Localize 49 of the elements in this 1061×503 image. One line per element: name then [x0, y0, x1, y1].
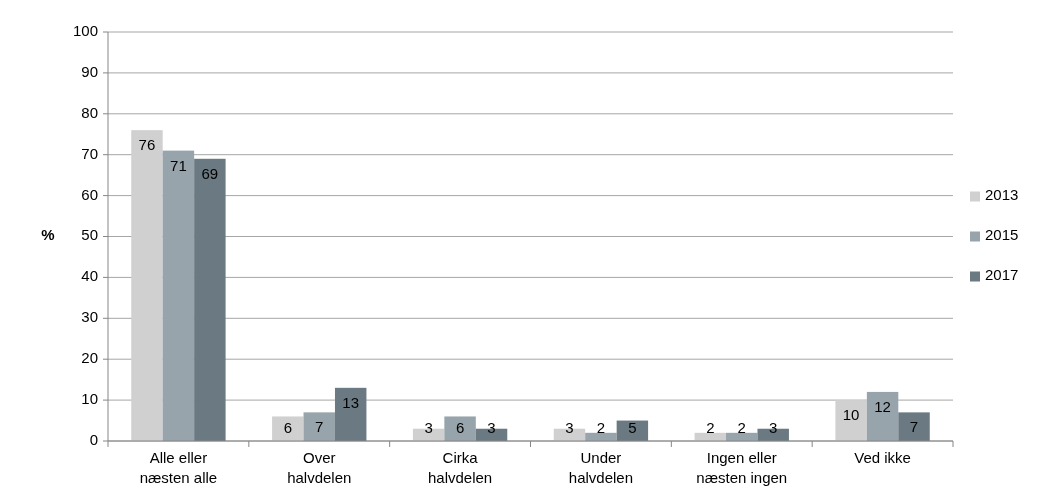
data-label: 3	[487, 418, 496, 436]
bar	[835, 400, 867, 441]
y-tick-label: 40	[81, 267, 98, 285]
bar	[303, 412, 335, 441]
data-label: 7	[909, 418, 919, 436]
x-tick-label: Ved ikke	[854, 449, 911, 466]
data-label: 3	[424, 418, 433, 436]
data-label: 13	[342, 393, 360, 411]
x-tick-label: Under halvdelen	[568, 449, 634, 486]
data-label: 10	[842, 406, 860, 424]
legend-label: 2015	[985, 226, 1019, 244]
bar	[334, 387, 367, 441]
bar	[444, 416, 476, 441]
bar	[131, 130, 163, 441]
data-label: 6	[455, 418, 465, 436]
data-label: 3	[769, 418, 778, 436]
data-label: 7	[315, 418, 324, 436]
y-tick-label: 50	[81, 226, 98, 244]
y-tick-label: 100	[72, 21, 98, 39]
x-tick-label: Alle eller næsten alle	[139, 449, 218, 486]
data-label: 5	[628, 418, 637, 436]
x-tick-label: Over halvdelen	[287, 449, 352, 486]
y-axis-title: %	[41, 226, 55, 244]
data-label: 2	[737, 418, 746, 436]
y-tick-label: 60	[81, 185, 98, 203]
data-label: 71	[170, 156, 187, 174]
bar	[162, 150, 195, 441]
bar	[898, 412, 930, 441]
bar	[194, 158, 226, 441]
y-tick-label: 70	[81, 144, 98, 162]
y-tick-label: 20	[81, 349, 98, 367]
y-tick-label: 80	[81, 103, 98, 121]
x-tick-label: Cirka halvdelen	[427, 449, 493, 486]
y-tick-label: 90	[81, 62, 98, 80]
y-tick-label: 10	[81, 390, 98, 408]
y-tick-label: 0	[89, 430, 98, 448]
x-tick-label: Ingen eller næsten ingen	[696, 449, 788, 486]
legend-label: 2017	[985, 266, 1019, 284]
data-label: 12	[874, 397, 891, 415]
y-tick-label: 30	[81, 308, 98, 326]
data-label: 76	[138, 136, 156, 154]
legend-label: 2013	[985, 186, 1019, 204]
data-label: 2	[706, 418, 715, 436]
data-label: 69	[201, 164, 219, 182]
data-label: 2	[596, 418, 606, 436]
data-label: 6	[283, 418, 292, 436]
bar	[866, 391, 899, 441]
bar	[272, 416, 304, 441]
data-label: 3	[565, 418, 574, 436]
